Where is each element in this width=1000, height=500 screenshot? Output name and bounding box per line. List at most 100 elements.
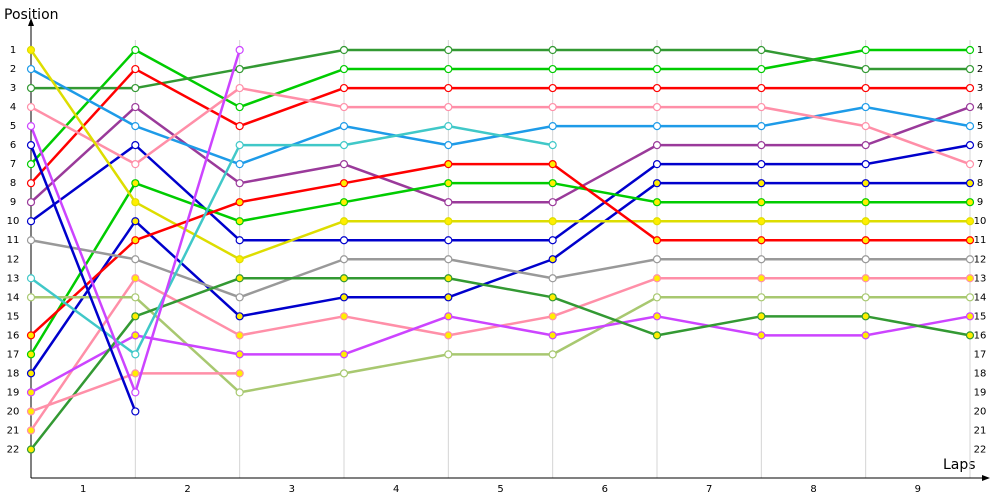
position-marker [26, 445, 36, 454]
position-marker [235, 236, 244, 245]
position-marker [861, 179, 870, 188]
x-tick-label: 5 [497, 484, 503, 495]
x-axis-label: Laps [943, 457, 976, 473]
position-marker [652, 198, 662, 207]
position-marker [339, 369, 349, 378]
position-marker [26, 122, 36, 131]
position-marker [26, 217, 36, 226]
y-tick-label: 13 [7, 273, 20, 284]
position-marker [548, 122, 557, 131]
position-marker [652, 160, 662, 169]
y-tick-label: 13 [974, 273, 987, 284]
position-marker [757, 331, 766, 340]
position-marker [965, 122, 975, 131]
position-marker [652, 64, 662, 74]
position-marker [131, 198, 140, 207]
position-marker [26, 426, 36, 435]
position-marker [235, 102, 244, 112]
position-marker [131, 217, 140, 226]
position-marker [965, 312, 975, 321]
position-marker [131, 102, 140, 112]
position-marker [861, 217, 870, 226]
position-marker [548, 331, 557, 340]
position-marker [652, 122, 662, 131]
position-marker [26, 179, 36, 188]
y-tick-label: 9 [977, 197, 983, 208]
position-marker [965, 179, 975, 188]
position-marker [444, 198, 453, 207]
position-marker [235, 179, 244, 188]
x-tick-label: 3 [289, 484, 295, 495]
position-marker [131, 255, 140, 264]
y-tick-label: 17 [974, 349, 987, 360]
y-tick-label: 11 [974, 235, 987, 246]
position-marker [131, 83, 140, 93]
position-marker [131, 45, 140, 55]
position-marker [131, 160, 140, 169]
position-marker [444, 293, 453, 302]
series-line [30, 277, 971, 451]
position-marker [652, 141, 662, 150]
position-marker [861, 255, 870, 264]
position-marker [235, 388, 244, 397]
position-marker [548, 102, 557, 112]
series-line [30, 67, 970, 185]
y-tick-label: 12 [7, 254, 20, 265]
position-marker [861, 312, 870, 321]
position-marker [548, 160, 557, 169]
position-marker [652, 331, 662, 340]
position-marker [26, 83, 36, 93]
y-tick-label: 3 [977, 83, 983, 94]
y-tick-label: 20 [974, 406, 987, 417]
position-marker [548, 179, 557, 188]
position-marker [235, 293, 244, 302]
x-tick-label: 1 [80, 484, 86, 495]
position-marker [339, 274, 349, 283]
series-line [29, 181, 970, 356]
position-marker [757, 83, 766, 93]
position-marker [548, 45, 557, 55]
position-marker [131, 179, 140, 188]
position-marker [965, 236, 975, 245]
position-marker [965, 45, 975, 55]
position-marker [652, 179, 662, 188]
position-marker [26, 45, 36, 55]
position-marker [861, 198, 870, 207]
position-marker [339, 350, 349, 359]
position-marker [652, 217, 662, 226]
position-marker [652, 102, 662, 112]
position-marker [339, 293, 349, 302]
y-tick-label: 2 [977, 64, 983, 75]
position-marker [235, 160, 244, 169]
y-tick-label: 16 [7, 330, 20, 341]
position-marker [444, 45, 453, 55]
position-marker [339, 312, 349, 321]
y-tick-label: 18 [974, 368, 987, 379]
y-tick-label: 20 [7, 406, 20, 417]
y-tick-label: 11 [7, 235, 20, 246]
position-marker [757, 45, 766, 55]
y-tick-label: 21 [7, 425, 20, 436]
position-marker [131, 122, 140, 131]
position-marker [861, 83, 870, 93]
y-tick-label: 10 [7, 216, 20, 227]
y-tick-label: 10 [974, 216, 987, 227]
series-line [30, 67, 971, 166]
y-tick-label: 6 [10, 140, 16, 151]
position-marker [965, 331, 975, 340]
position-marker [235, 217, 244, 226]
position-marker [861, 102, 870, 112]
y-tick-label: 2 [10, 64, 16, 75]
position-marker [235, 198, 244, 207]
y-tick-label: 9 [10, 197, 16, 208]
y-tick-label: 3 [10, 83, 16, 94]
y-tick-label: 8 [977, 178, 983, 189]
y-tick-label: 15 [7, 311, 20, 322]
position-marker [548, 83, 557, 93]
position-marker [757, 236, 766, 245]
y-tick-label: 15 [974, 311, 987, 322]
position-marker [26, 407, 36, 416]
position-marker [339, 141, 349, 150]
position-marker [861, 293, 870, 302]
position-marker [652, 274, 662, 283]
